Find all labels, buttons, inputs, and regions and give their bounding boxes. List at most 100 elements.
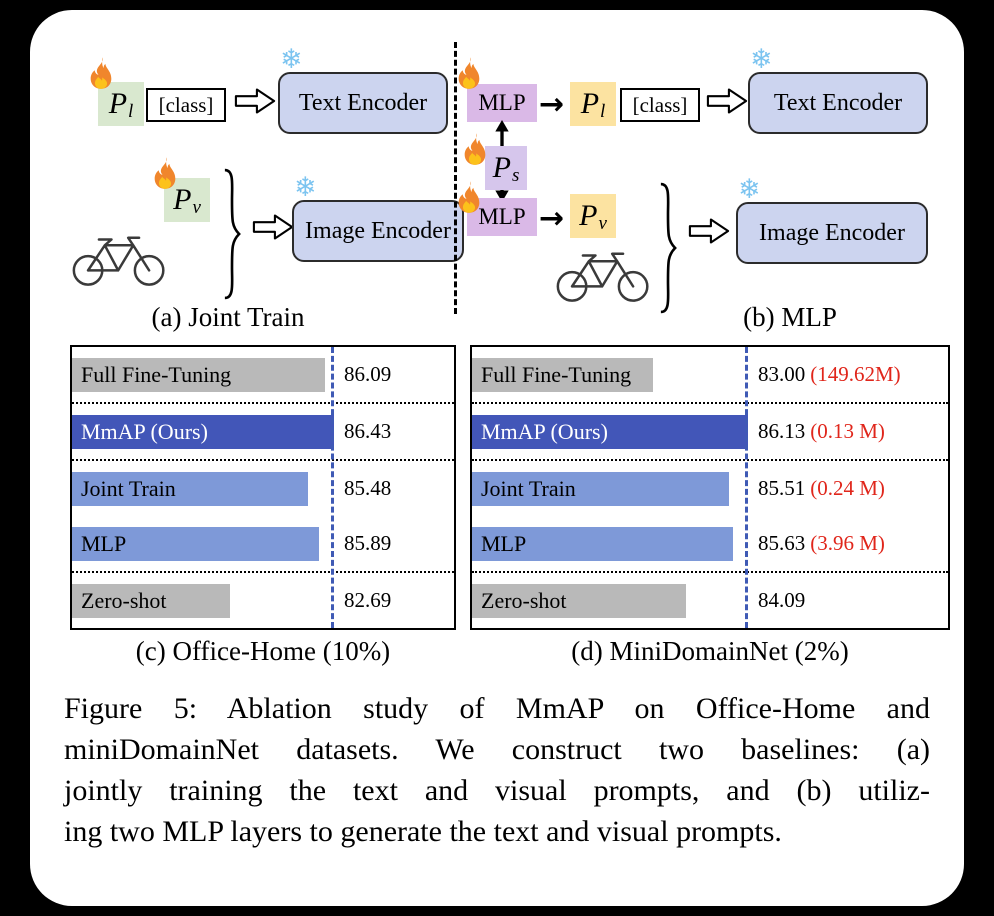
chart-row: Zero-shot 84.09 [472,573,948,628]
value-number: 82.69 [344,588,392,612]
bar: Joint Train [472,471,730,506]
chart-row: Full Fine-Tuning 83.00 (149.62M) [472,347,948,404]
chart-row: Full Fine-Tuning 86.09 [72,347,454,404]
param-count-label: (149.62M) [810,362,901,386]
bar-track: Joint Train [472,461,748,516]
bar-category-label: Zero-shot [81,587,167,613]
prompt-symbol: P [492,151,511,184]
bar-track: Zero-shot [472,573,748,628]
param-count-label: (0.13 M) [810,419,885,443]
chart-row: Zero-shot 82.69 [72,573,454,628]
bar-category-label: Joint Train [81,475,176,501]
bar-category-label: MLP [481,530,527,556]
arrow-right-icon: → [539,87,565,122]
bar-category-label: MmAP (Ours) [481,418,608,444]
chart-row: Joint Train 85.51 (0.24 M) [472,461,948,516]
chart-row: MLP 85.89 [72,516,454,573]
bar-track: Zero-shot [72,573,334,628]
prompt-symbol: P [580,87,600,120]
grouping-brace-icon [220,168,244,305]
chart-captions: (c) Office-Home (10%) (d) MiniDomainNet … [30,630,964,676]
snowflake-icon: ❄ [738,174,761,205]
prompt-symbol: P [108,87,128,120]
bar: Joint Train [72,471,308,506]
arrow-right-hollow-icon [688,216,730,251]
bar-value: 86.43 [334,419,454,444]
bar: Full Fine-Tuning [72,357,325,392]
mlp-visual-box: MLP [467,198,537,236]
bar: Full Fine-Tuning [472,357,654,392]
caption-line: Figure 5: Ablation study of MmAP on Offi… [64,692,930,725]
value-number: 86.43 [344,419,392,443]
bar-value: 83.00 (149.62M) [748,362,948,387]
bar-track: Joint Train [72,461,334,516]
image-encoder-box: Image Encoder [292,200,464,262]
panel-divider [454,42,457,314]
fire-icon [454,56,484,90]
snowflake-icon: ❄ [750,44,773,75]
value-number: 84.09 [758,588,806,612]
fire-icon [460,132,490,166]
chart-caption-c: (c) Office-Home (10%) [135,636,391,666]
reference-line [331,347,334,628]
caption-line: miniDomainNet datasets. We construct two… [64,733,930,767]
value-number: 86.13 [758,419,806,443]
bar: MLP [472,526,733,561]
bar-value: 85.51 (0.24 M) [748,476,948,501]
fire-icon [86,56,116,90]
bar-value: 85.89 [334,531,454,556]
reference-line [745,347,748,628]
bar: MmAP (Ours) [72,414,334,449]
value-number: 83.00 [758,362,806,386]
caption-line: jointly training the text and visual pro… [64,774,930,808]
chart-row: Joint Train 85.48 [72,461,454,516]
chart-rows: Full Fine-Tuning 86.09 MmAP (Ours) 86.43 Joi… [72,347,454,628]
bar-track: MmAP (Ours) [72,404,334,459]
image-encoder-box: Image Encoder [736,202,928,264]
panel-b-caption: (b) MLP [743,302,837,332]
bar-category-label: MmAP (Ours) [81,418,208,444]
chart-rows: Full Fine-Tuning 83.00 (149.62M) MmAP (Ours… [472,347,948,628]
bicycle-image [552,242,654,309]
prompt-symbol: P [173,183,192,216]
bar-value: 84.09 [748,588,948,613]
bar-category-label: MLP [81,530,127,556]
chart-row: MmAP (Ours) 86.43 [72,404,454,461]
arrow-right-hollow-icon [252,212,294,247]
bar-track: MmAP (Ours) [472,404,748,459]
bar-category-label: Zero-shot [481,587,567,613]
mlp-text-box: MLP [467,84,537,122]
fire-icon [454,180,484,214]
bar-category-label: Full Fine-Tuning [81,361,232,387]
grouping-brace-icon [656,182,680,319]
prompt-subscript: l [128,100,134,122]
figure-caption: Figure 5: Ablation study of MmAP on Offi… [30,676,964,852]
param-count-label: (0.24 M) [810,476,885,500]
snowflake-icon: ❄ [280,44,303,75]
bar-track: MLP [72,516,334,571]
bar-charts: Full Fine-Tuning 86.09 MmAP (Ours) 86.43 Joi… [30,345,964,630]
bar: Zero-shot [472,583,687,618]
class-token-box: [class] [146,88,226,122]
bar-value: 82.69 [334,588,454,613]
bar-value: 86.13 (0.13 M) [748,419,948,444]
param-count-label: (3.96 M) [810,531,885,555]
bar: Zero-shot [72,583,231,618]
prompt-subscript: v [598,212,607,234]
arrow-right-hollow-icon [706,86,748,121]
class-token-box: [class] [620,88,700,122]
value-number: 85.51 [758,476,806,500]
fire-icon [150,156,180,190]
panel-a-caption: (a) Joint Train [151,302,305,332]
chart-minidomainnet: Full Fine-Tuning 83.00 (149.62M) MmAP (Ours… [470,345,950,630]
bar-category-label: Full Fine-Tuning [481,361,632,387]
arrow-right-hollow-icon [234,86,276,121]
arrow-right-icon: → [539,201,565,236]
value-number: 86.09 [344,362,392,386]
bar-track: MLP [472,516,748,571]
